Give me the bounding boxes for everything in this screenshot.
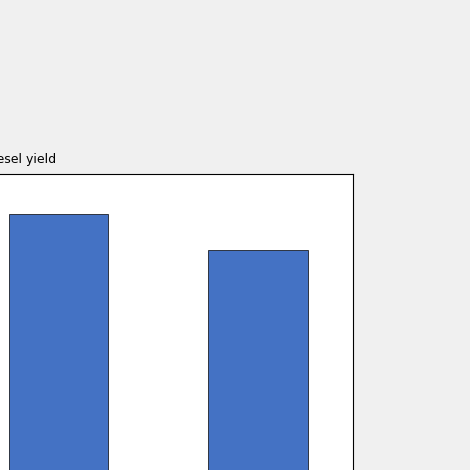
Bar bbox=[8, 214, 108, 470]
Title: (a) Effect of Na₂SiO₃ calcination temperature on biodiesel yield: (a) Effect of Na₂SiO₃ calcination temper… bbox=[0, 153, 56, 166]
Bar bbox=[208, 250, 308, 470]
